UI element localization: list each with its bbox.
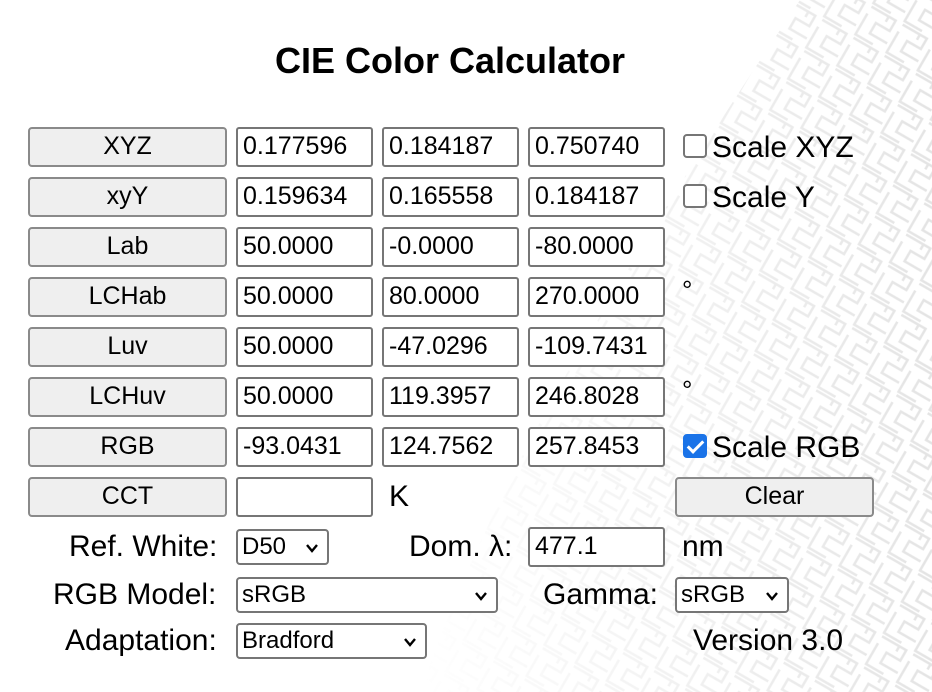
- xyy-x-input[interactable]: 0.159634: [236, 177, 373, 217]
- gamma-select[interactable]: sRGB: [675, 577, 789, 613]
- lab-l-input[interactable]: 50.0000: [236, 227, 373, 267]
- lchuv-h-input[interactable]: 246.8028: [528, 377, 665, 417]
- version-label: Version 3.0: [693, 624, 844, 657]
- chevron-down-icon: [766, 592, 778, 601]
- lchab-c-input[interactable]: 80.0000: [382, 277, 519, 317]
- lchab-l-input[interactable]: 50.0000: [236, 277, 373, 317]
- lab-button[interactable]: Lab: [28, 227, 227, 267]
- chevron-down-icon: [306, 544, 318, 553]
- ref-white-label: Ref. White:: [69, 530, 218, 563]
- gamma-label: Gamma:: [543, 578, 659, 611]
- xyz-y-input[interactable]: 0.184187: [382, 127, 519, 167]
- dominant-wavelength-label: Dom. λ:: [409, 530, 513, 563]
- xyz-button[interactable]: XYZ: [28, 127, 227, 167]
- rgb-model-select[interactable]: sRGB: [236, 577, 498, 613]
- adaptation-label: Adaptation:: [65, 624, 217, 657]
- cct-button[interactable]: CCT: [28, 477, 227, 517]
- ref-white-value: D50: [242, 533, 287, 560]
- xyz-x-input[interactable]: 0.177596: [236, 127, 373, 167]
- xyz-z-input[interactable]: 0.750740: [528, 127, 665, 167]
- page-title: CIE Color Calculator: [274, 40, 626, 81]
- cct-input[interactable]: [236, 477, 373, 517]
- ref-white-select[interactable]: D50: [236, 529, 329, 565]
- cct-unit-label: K: [389, 480, 410, 513]
- scale-rgb-label: Scale RGB: [712, 431, 861, 464]
- rgb-b-input[interactable]: 257.8453: [528, 427, 665, 467]
- xyy-y-input[interactable]: 0.165558: [382, 177, 519, 217]
- rgb-model-label: RGB Model:: [53, 578, 217, 611]
- adaptation-select[interactable]: Bradford: [236, 623, 427, 659]
- scale-y-checkbox[interactable]: [683, 184, 707, 208]
- xyy-button[interactable]: xyY: [28, 177, 227, 217]
- chevron-down-icon: [475, 592, 487, 601]
- scale-xyz-checkbox[interactable]: [683, 134, 707, 158]
- gamma-value: sRGB: [681, 581, 746, 608]
- scale-y-label: Scale Y: [712, 181, 815, 214]
- clear-button[interactable]: Clear: [675, 477, 874, 517]
- xyy-Y-input[interactable]: 0.184187: [528, 177, 665, 217]
- luv-l-input[interactable]: 50.0000: [236, 327, 373, 367]
- dominant-wavelength-input[interactable]: 477.1: [528, 527, 665, 567]
- scale-xyz-label: Scale XYZ: [712, 131, 854, 164]
- lab-a-input[interactable]: -0.0000: [382, 227, 519, 267]
- dominant-wavelength-unit: nm: [682, 530, 724, 563]
- luv-u-input[interactable]: -47.0296: [382, 327, 519, 367]
- adaptation-value: Bradford: [242, 627, 335, 654]
- scale-rgb-checkbox[interactable]: [683, 434, 707, 458]
- lchuv-degree-label: °: [682, 375, 693, 405]
- lchab-button[interactable]: LCHab: [28, 277, 227, 317]
- rgb-button[interactable]: RGB: [28, 427, 227, 467]
- rgb-r-input[interactable]: -93.0431: [236, 427, 373, 467]
- lab-b-input[interactable]: -80.0000: [528, 227, 665, 267]
- chevron-down-icon: [404, 638, 416, 647]
- lchuv-button[interactable]: LCHuv: [28, 377, 227, 417]
- luv-v-input[interactable]: -109.7431: [528, 327, 665, 367]
- lchab-h-input[interactable]: 270.0000: [528, 277, 665, 317]
- luv-button[interactable]: Luv: [28, 327, 227, 367]
- lchuv-c-input[interactable]: 119.3957: [382, 377, 519, 417]
- rgb-model-value: sRGB: [242, 581, 307, 608]
- lchuv-l-input[interactable]: 50.0000: [236, 377, 373, 417]
- lchab-degree-label: °: [682, 275, 693, 305]
- rgb-g-input[interactable]: 124.7562: [382, 427, 519, 467]
